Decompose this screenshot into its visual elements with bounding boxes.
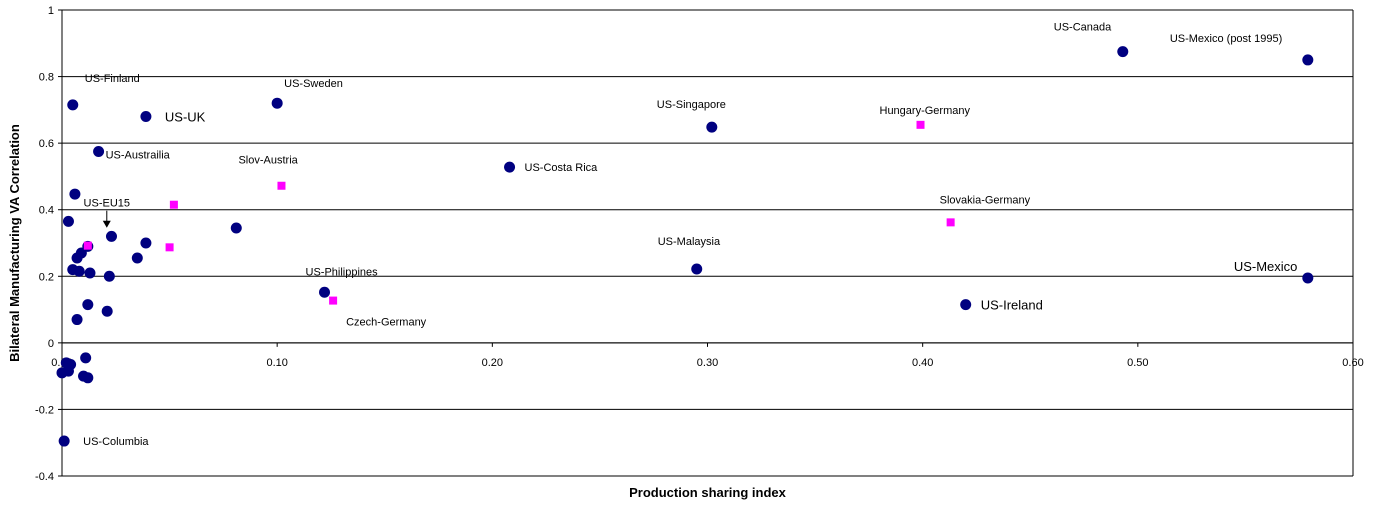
data-point-circle — [58, 435, 70, 447]
x-tick-label: 0.10 — [266, 357, 287, 369]
data-point-circle — [691, 263, 703, 275]
data-point-square — [277, 181, 286, 190]
point-label: US-Finland — [85, 73, 140, 85]
x-tick-label: 0.40 — [912, 357, 933, 369]
point-label: US-Mexico (post 1995) — [1170, 33, 1283, 45]
data-point-circle — [706, 121, 718, 133]
point-label: US-Austrailia — [106, 149, 171, 161]
y-tick-label: 0 — [48, 338, 54, 350]
data-point-circle — [80, 352, 92, 364]
data-points — [56, 46, 1314, 447]
point-label: US-Canada — [1054, 22, 1112, 34]
annotation-arrow-head — [102, 220, 111, 228]
annotation-label: US-EU15 — [84, 198, 130, 210]
data-point-circle — [103, 270, 115, 282]
point-label: US-Costa Rica — [525, 162, 599, 174]
data-point-circle — [71, 314, 83, 326]
y-tick-label: -0.4 — [35, 471, 54, 483]
y-tick-label: 0.4 — [39, 205, 54, 217]
data-point-circle — [319, 286, 331, 298]
y-tick-label: 0.6 — [39, 138, 54, 150]
data-point-circle — [140, 111, 152, 123]
y-tick-label: 1 — [48, 5, 54, 17]
data-point-circle — [82, 299, 94, 311]
data-point-circle — [82, 372, 94, 384]
x-axis-title: Production sharing index — [629, 485, 787, 500]
data-point-square — [946, 218, 955, 227]
data-point-circle — [1302, 272, 1314, 284]
data-point-square — [83, 241, 92, 250]
point-label: Slov-Austria — [238, 155, 298, 167]
data-point-circle — [67, 99, 79, 111]
point-label: Slovakia-Germany — [940, 194, 1031, 206]
y-tick-label: -0.2 — [35, 404, 54, 416]
data-point-circle — [62, 365, 74, 377]
x-tick-label: 0.60 — [1342, 357, 1363, 369]
annotations: US-EU15 — [84, 198, 130, 228]
data-point-circle — [93, 145, 105, 157]
point-label: US-Malaysia — [658, 236, 721, 248]
data-point-circle — [84, 267, 96, 279]
x-tick-label: 0.30 — [697, 357, 718, 369]
point-label: US-UK — [165, 110, 206, 125]
x-tick-label: 0.20 — [482, 357, 503, 369]
data-point-circle — [960, 299, 972, 311]
data-point-circle — [1302, 54, 1314, 66]
tick-labels: -0.4-0.200.20.40.60.810.000.100.200.300.… — [35, 5, 1364, 483]
point-label: US-Philippines — [306, 266, 379, 278]
point-label: US-Sweden — [284, 78, 343, 90]
point-label: Czech-Germany — [346, 317, 427, 329]
data-point-circle — [73, 265, 85, 277]
data-point-circle — [504, 161, 516, 173]
data-point-circle — [71, 252, 83, 264]
point-labels: US-Finland US-UK US-Austrailia US-Sweden US-… — [83, 22, 1297, 448]
y-tick-label: 0.2 — [39, 271, 54, 283]
point-label: Hungary-Germany — [880, 105, 971, 117]
y-axis-title: Bilateral Manufacturing VA Correlation — [7, 124, 22, 362]
data-point-square — [329, 296, 338, 305]
data-point-circle — [140, 237, 152, 249]
data-point-circle — [230, 222, 242, 234]
x-tick-label: 0.50 — [1127, 357, 1148, 369]
data-point-circle — [1117, 46, 1129, 58]
data-point-circle — [62, 215, 74, 227]
data-point-circle — [271, 97, 283, 109]
data-point-circle — [69, 188, 81, 200]
y-tick-label: 0.8 — [39, 72, 54, 84]
data-point-circle — [131, 252, 143, 264]
point-label: US-Mexico — [1234, 259, 1298, 274]
data-point-square — [916, 120, 925, 129]
data-point-square — [169, 200, 178, 209]
data-point-square — [165, 243, 174, 252]
point-label: US-Ireland — [981, 298, 1043, 313]
axes — [58, 9, 1354, 477]
data-point-circle — [101, 305, 113, 317]
point-label: US-Singapore — [657, 99, 726, 111]
point-label: US-Columbia — [83, 436, 149, 448]
data-point-circle — [105, 230, 117, 242]
